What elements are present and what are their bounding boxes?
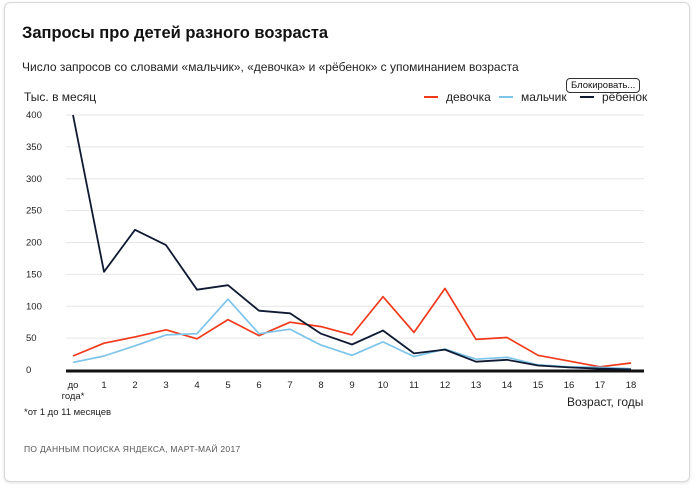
x-tick-label: 11 <box>409 380 419 391</box>
legend: девочка мальчик рёбенок <box>0 90 700 106</box>
x-tick-label: 2 <box>132 380 137 391</box>
x-tick-label: 18 <box>626 380 637 391</box>
x-tick-label: 7 <box>287 380 292 391</box>
x-tick-label: 3 <box>163 380 168 391</box>
chart-title: Запросы про детей разного возраста <box>22 24 329 42</box>
y-tick-labels: 0 50 100 150 200 250 300 350 400 <box>26 110 42 376</box>
legend-swatch-girl <box>424 96 438 98</box>
series-lines <box>72 114 632 371</box>
legend-item-boy: мальчик <box>499 90 567 104</box>
legend-item-child: рёбенок <box>580 90 647 104</box>
y-tick-label: 0 <box>26 365 31 376</box>
x-tick-label: 6 <box>256 380 261 391</box>
y-tick-label: 250 <box>26 206 42 217</box>
x-tick-label: 16 <box>564 380 575 391</box>
legend-label-boy: мальчик <box>521 90 567 104</box>
x-tick-label-first-line-2: года* <box>62 391 85 402</box>
legend-item-girl: девочка <box>424 90 491 104</box>
legend-swatch-child <box>580 96 594 98</box>
series-line-girl <box>72 287 632 368</box>
x-tick-label: 9 <box>349 380 354 391</box>
source-note: ПО ДАННЫМ ПОИСКА ЯНДЕКСА, МАРТ-МАЙ 2017 <box>24 444 241 454</box>
y-tick-label: 100 <box>26 301 42 312</box>
x-tick-label: 4 <box>194 380 199 391</box>
legend-swatch-boy <box>499 96 513 98</box>
gridlines <box>66 114 644 373</box>
y-tick-label: 150 <box>26 269 42 280</box>
x-tick-label: 17 <box>595 380 606 391</box>
y-tick-label: 50 <box>26 333 37 344</box>
x-tick-label: 1 <box>101 380 106 391</box>
x-tick-label: 13 <box>471 380 482 391</box>
y-tick-label: 200 <box>26 238 42 249</box>
legend-label-child: рёбенок <box>602 90 648 104</box>
x-tick-label: 10 <box>378 380 389 391</box>
chart-subtitle: Число запросов со словами «мальчик», «де… <box>22 60 519 74</box>
x-tick-label: 8 <box>318 380 323 391</box>
x-tick-label: 12 <box>440 380 451 391</box>
x-tick-label: 15 <box>533 380 544 391</box>
x-tick-label: 5 <box>225 380 230 391</box>
block-button[interactable]: Блокировать... <box>566 78 641 93</box>
y-tick-label: 350 <box>26 142 42 153</box>
y-tick-label: 400 <box>26 110 42 121</box>
x-tick-label-first-line-1: до <box>68 380 79 391</box>
series-line-child <box>72 114 632 371</box>
legend-label-girl: девочка <box>446 90 491 104</box>
footnote: *от 1 до 11 месяцев <box>24 407 112 418</box>
x-axis-label: Возраст, годы <box>567 395 644 409</box>
y-tick-label: 300 <box>26 174 42 185</box>
x-tick-label: 14 <box>502 380 513 391</box>
y-axis-label: Тыс. в месяц <box>24 90 97 104</box>
